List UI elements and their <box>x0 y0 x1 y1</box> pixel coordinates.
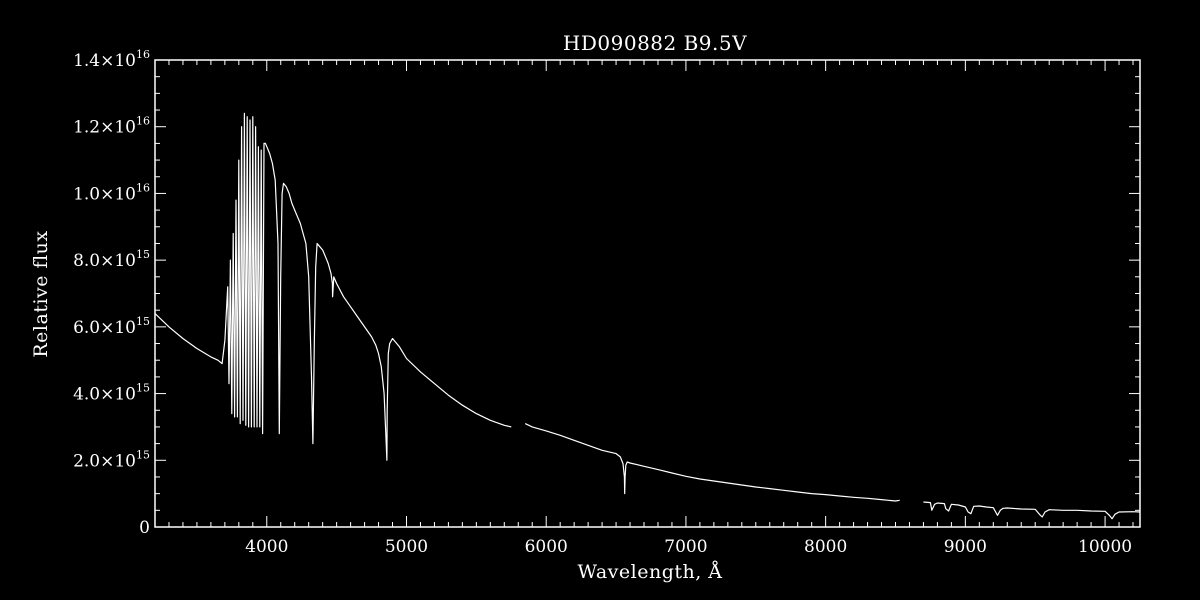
y-tick-label: 8.0×1015 <box>73 248 150 271</box>
y-tick-label: 6.0×1015 <box>73 315 150 338</box>
spectrum-line-segment <box>923 501 1141 520</box>
x-tick-label: 5000 <box>385 537 428 557</box>
x-tick-label: 4000 <box>245 537 288 557</box>
y-tick-label: 1.4×1016 <box>73 48 150 71</box>
y-axis-label: Relative flux <box>30 230 52 357</box>
plot-border <box>154 59 1141 528</box>
spectrum-line-segment <box>154 112 512 461</box>
x-tick-label: 8000 <box>804 537 847 557</box>
x-axis-label: Wavelength, Å <box>577 561 722 583</box>
y-tick-label: 0 <box>139 518 150 538</box>
chart-title: HD090882 B9.5V <box>563 31 747 55</box>
y-tick-label: 1.0×1016 <box>73 181 150 204</box>
plot-frame <box>154 59 1141 528</box>
y-tick-label: 2.0×1015 <box>73 448 150 471</box>
spectrum-series <box>154 112 1141 520</box>
x-tick-label: 7000 <box>664 537 707 557</box>
y-axis-ticks: 0 2.0×1015 4.0×1015 6.0×1015 8.0×1015 1.0×101… <box>73 48 1140 538</box>
y-tick-label: 1.2×1016 <box>73 115 150 138</box>
x-tick-label: 6000 <box>525 537 568 557</box>
x-tick-label: 9000 <box>944 537 987 557</box>
x-axis-ticks: 4000 5000 6000 7000 8000 9000 10000 <box>154 60 1134 557</box>
y-tick-label: 4.0×1015 <box>73 382 150 405</box>
x-tick-label: 10000 <box>1078 537 1132 557</box>
spectrum-line-segment <box>524 423 900 502</box>
